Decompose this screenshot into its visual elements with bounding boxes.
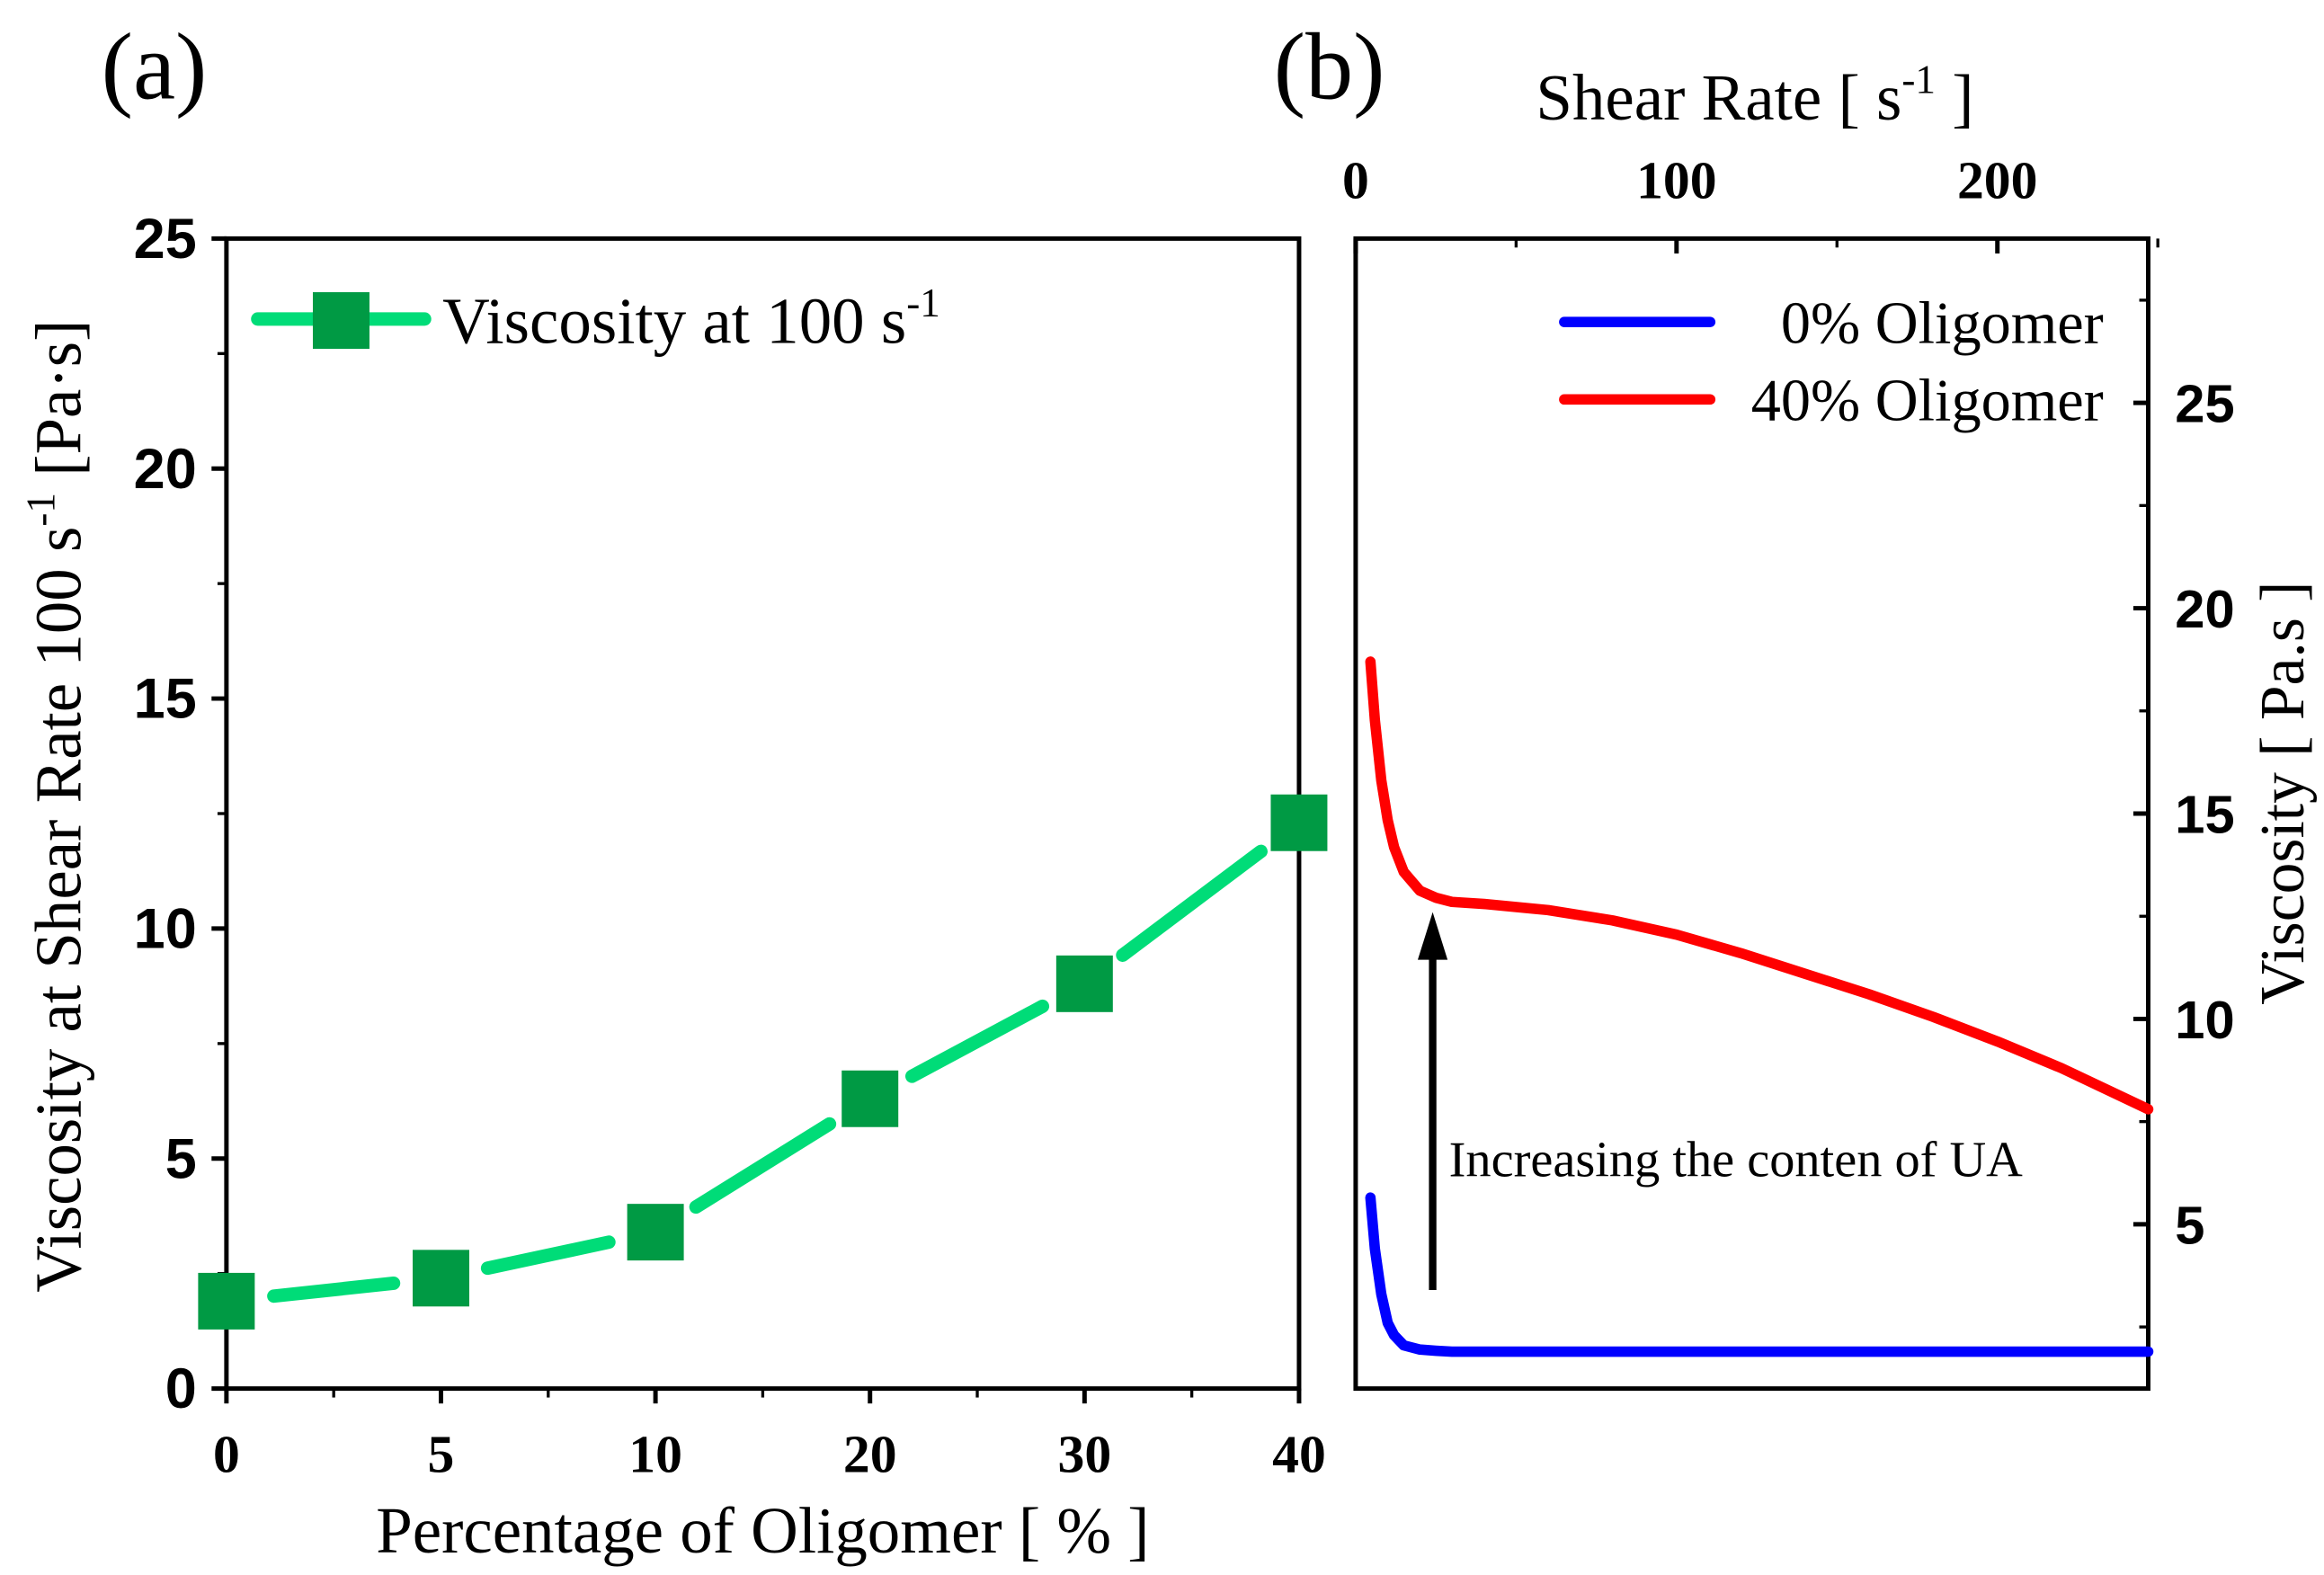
- panel-label-b: (b): [1274, 13, 1385, 120]
- legend-label-40pct: 40% Oligomer: [1751, 369, 2104, 434]
- series-line-0pct: [1365, 1192, 2154, 1357]
- x-tick-label-a: 0: [213, 1424, 240, 1483]
- y-tick-label-a: 20: [134, 438, 197, 501]
- data-point-marker: [841, 1070, 899, 1127]
- x-tick-label-a: 20: [843, 1424, 897, 1483]
- y-axis-title-a: Viscosity at Shear Rate 100 s-1 [Pa·s]: [18, 320, 94, 1293]
- x-tick-label-a: 30: [1058, 1424, 1112, 1483]
- data-line-segment: [267, 1277, 401, 1304]
- panel-label-a: (a): [102, 13, 208, 120]
- y-tick-label-a: 0: [165, 1357, 197, 1420]
- y-tick-label-a: 5: [165, 1127, 197, 1190]
- y-tick-label-a: 25: [134, 208, 197, 271]
- y-tick-label-a: 10: [134, 897, 197, 960]
- y-tick-label-b: 10: [2175, 990, 2234, 1050]
- series-line-40pct: [1365, 656, 2154, 1115]
- data-line-segment: [904, 999, 1050, 1083]
- annotation-text: Increasing the conten of UA: [1449, 1133, 2023, 1188]
- chart-b: 0 100 200 5 10 15 20 25 0% Oligomer 40% Oligomer I…: [1342, 58, 2318, 1392]
- y-tick-label-b: 15: [2175, 785, 2234, 845]
- y-tick-label-b: 5: [2175, 1195, 2204, 1255]
- x-tick-label-a: 40: [1272, 1424, 1326, 1483]
- y-tick-label-a: 15: [134, 668, 197, 731]
- data-line-segment: [1116, 844, 1268, 962]
- x-tick-label-b: 200: [1957, 151, 2037, 210]
- y-tick-label-b: 20: [2175, 579, 2234, 639]
- arrow-head: [1418, 912, 1448, 960]
- chart-a: 0 5 10 20 30 40 0 5 10 15 20 25 Viscosity at 100 s-1…: [18, 208, 1328, 1567]
- x-tick-label-a: 5: [428, 1424, 455, 1483]
- legend-label-0pct: 0% Oligomer: [1781, 290, 2104, 356]
- data-point-marker: [627, 1204, 684, 1261]
- plot-frame-a: [224, 236, 1302, 1392]
- data-line-segment: [480, 1235, 616, 1276]
- data-point-marker: [198, 1272, 255, 1330]
- x-axis-title-a: Percentage of Oligomer [ % ]: [376, 1494, 1149, 1567]
- y-axis-title-b: Viscosity [ Pa.s ]: [2248, 582, 2318, 1005]
- legend-label-a: Viscosity at 100 s-1: [442, 280, 940, 357]
- data-point-marker: [413, 1250, 469, 1307]
- x-tick-label-b: 100: [1636, 151, 1716, 210]
- x-tick-label-a: 10: [628, 1424, 682, 1483]
- x-tick-label-b: 0: [1342, 151, 1369, 210]
- data-point-marker: [1055, 955, 1113, 1012]
- y-tick-label-b: 25: [2175, 374, 2234, 434]
- data-line-segment: [689, 1117, 837, 1215]
- x-axis-title-b: Shear Rate [ s-1 ]: [1536, 58, 1973, 134]
- data-point-marker: [1270, 794, 1328, 851]
- legend-marker: [312, 292, 370, 349]
